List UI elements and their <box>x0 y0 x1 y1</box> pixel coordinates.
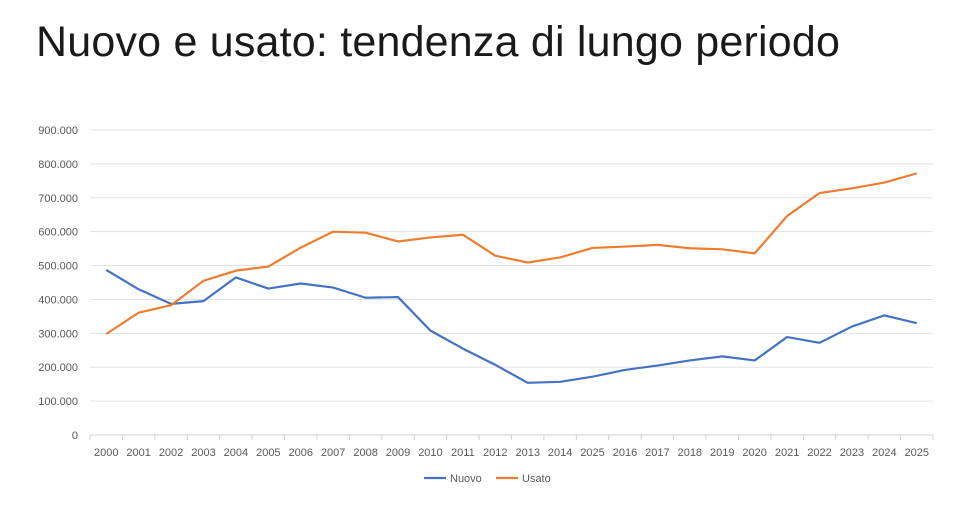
y-tick-label: 300.000 <box>38 328 78 340</box>
x-tick-label: 2016 <box>613 447 637 459</box>
y-tick-label: 500.000 <box>38 261 78 273</box>
y-tick-label: 800.000 <box>38 159 78 171</box>
series-line-nuovo <box>105 269 918 384</box>
x-tick-label: 2000 <box>94 447 118 459</box>
x-tick-label: 2007 <box>321 447 345 459</box>
x-tick-label: 2006 <box>289 447 313 459</box>
x-tick-label: 2012 <box>483 447 507 459</box>
x-tick-label: 2005 <box>256 447 280 459</box>
x-tick-label: 2001 <box>126 447 150 459</box>
x-tick-label: 2008 <box>353 447 377 459</box>
x-tick-label: 2022 <box>807 447 831 459</box>
x-tick-label: 2023 <box>840 447 864 459</box>
x-tick-label: 2011 <box>451 447 475 459</box>
x-tick-label: 2021 <box>775 447 799 459</box>
y-tick-label: 400.000 <box>38 294 78 306</box>
y-tick-label: 200.000 <box>38 362 78 374</box>
x-tick-label: 2003 <box>191 447 215 459</box>
y-tick-label: 900.000 <box>38 125 78 137</box>
y-tick-label: 0 <box>72 430 78 442</box>
x-tick-label: 2019 <box>710 447 734 459</box>
x-tick-label: 2017 <box>645 447 669 459</box>
slide-title: Nuovo e usato: tendenza di lungo periodo <box>36 18 841 66</box>
y-tick-label: 700.000 <box>38 193 78 205</box>
x-tick-label: 2013 <box>515 447 539 459</box>
y-tick-label: 100.000 <box>38 396 78 408</box>
x-tick-label: 2025 <box>905 447 929 459</box>
x-tick-label: 2002 <box>159 447 183 459</box>
legend-label: Usato <box>522 473 551 485</box>
x-tick-label: 2020 <box>742 447 766 459</box>
series-line-usato <box>105 172 918 335</box>
x-tick-label: 2004 <box>224 447 248 459</box>
x-tick-label: 2009 <box>386 447 410 459</box>
x-tick-label: 2025 <box>580 447 604 459</box>
x-tick-label: 2018 <box>678 447 702 459</box>
legend-label: Nuovo <box>450 473 482 485</box>
x-tick-label: 2014 <box>548 447 572 459</box>
y-tick-label: 600.000 <box>38 227 78 239</box>
x-tick-label: 2010 <box>418 447 442 459</box>
x-tick-label: 2024 <box>872 447 896 459</box>
